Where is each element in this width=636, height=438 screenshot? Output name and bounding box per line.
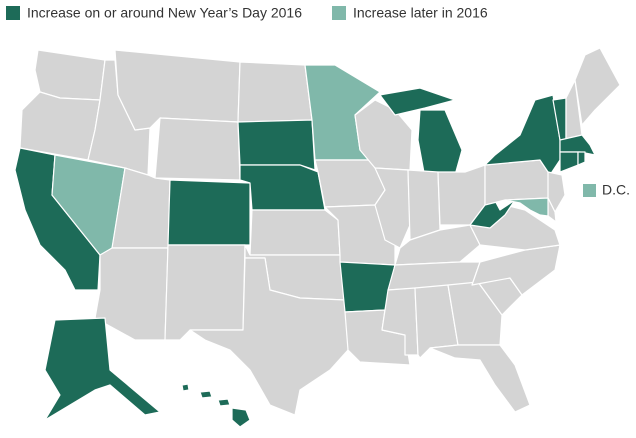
state: [471, 244, 561, 296]
legend-label: Increase on or around New Year’s Day 201…: [27, 5, 302, 21]
state: [154, 117, 241, 181]
state: [429, 344, 531, 413]
state: [189, 257, 351, 416]
state: [559, 151, 579, 173]
state: [504, 197, 549, 217]
state: [407, 169, 441, 241]
state: [379, 87, 456, 116]
state: [237, 119, 316, 171]
state: [577, 151, 586, 166]
state: [164, 244, 246, 341]
state: [547, 171, 566, 213]
state: [217, 398, 231, 407]
dc-swatch: [583, 184, 596, 197]
state: [249, 209, 341, 256]
state: [231, 407, 251, 428]
state: [114, 49, 241, 131]
state: [199, 390, 213, 399]
legend-swatch: [332, 6, 346, 20]
dc-label: D.C.: [602, 182, 630, 198]
legend: Increase on or around New Year’s Day 201…: [6, 5, 488, 21]
state: [417, 109, 463, 179]
state: [354, 99, 413, 171]
state: [574, 47, 621, 126]
state: [167, 179, 251, 246]
state: [34, 49, 106, 101]
legend-label: Increase later in 2016: [353, 5, 488, 21]
legend-swatch: [6, 6, 20, 20]
states: [14, 47, 621, 428]
state: [181, 383, 190, 392]
state: [44, 317, 161, 421]
state: [239, 164, 326, 211]
state: [237, 61, 313, 123]
